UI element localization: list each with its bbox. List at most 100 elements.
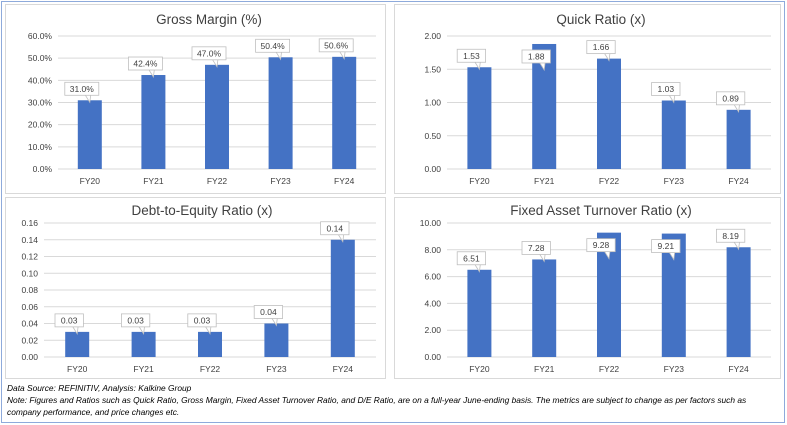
fixed-asset-turnover-data-label: 7.28 <box>521 241 551 263</box>
fixed-asset-turnover-x-tick-label: FY21 <box>534 364 555 374</box>
debt-to-equity-data-label-box <box>187 313 217 328</box>
fixed-asset-turnover-data-label: 6.51 <box>456 251 487 273</box>
quick-ratio-data-label: 0.89 <box>715 91 746 113</box>
debt-to-equity-data-label-box <box>253 305 283 319</box>
debt-to-equity-y-tick-label: 0.14 <box>21 235 38 245</box>
gross-margin-data-label-box <box>255 38 291 53</box>
gross-margin-bar <box>332 56 357 169</box>
quick-ratio-data-label-text: 1.66 <box>593 42 610 52</box>
fixed-asset-turnover-data-label-text: 6.51 <box>463 253 480 263</box>
debt-to-equity-data-label: 0.03 <box>54 313 84 336</box>
quick-ratio-data-label-text: 0.89 <box>722 93 739 103</box>
quick-ratio-data-label-text: 1.03 <box>658 84 675 94</box>
gross-margin-bar <box>205 64 229 169</box>
quick-ratio-y-tick-label: 1.50 <box>424 64 441 74</box>
debt-to-equity-chart-svg: Debt-to-Equity Ratio (x) 0.00 0.02 0.04 0.06… <box>21 203 376 374</box>
debt-to-equity-y-tick-label: 0.02 <box>21 335 38 345</box>
quick-ratio-x-tick-label: FY22 <box>599 176 620 186</box>
quick-ratio-bar <box>726 109 751 169</box>
quick-ratio-y-tick-label: 0.50 <box>424 131 441 141</box>
gross-margin-y-tick-label: 30.0% <box>28 98 53 108</box>
fixed-asset-turnover-chart-svg: Fixed Asset Turnover Ratio (x) 0.00 2.00 4.… <box>420 203 771 374</box>
quick-ratio-data-label-text: 1.53 <box>463 51 480 61</box>
quick-ratio-y-tick-label: 1.00 <box>424 98 441 108</box>
gross-margin-data-label-text: 47.0% <box>197 48 222 58</box>
fixed-asset-turnover-y-tick-label: 4.00 <box>424 298 441 308</box>
fixed-asset-turnover-title: Fixed Asset Turnover Ratio (x) <box>510 203 692 218</box>
gross-margin-bar <box>77 100 102 169</box>
fixed-asset-turnover-data-label-text: 9.28 <box>593 240 610 250</box>
fixed-asset-turnover-y-tick-label: 6.00 <box>424 272 441 282</box>
quick-ratio-bar <box>661 100 686 169</box>
debt-to-equity-y-tick-label: 0.12 <box>21 252 38 262</box>
fixed-asset-turnover-x-tick-label: FY22 <box>599 364 620 374</box>
debt-to-equity-y-tick-label: 0.08 <box>21 285 38 295</box>
fixed-asset-turnover-y-tick-label: 2.00 <box>424 325 441 335</box>
fixed-asset-turnover-y-tick-label: 10.00 <box>420 218 442 228</box>
quick-ratio-bar <box>467 67 492 169</box>
quick-ratio-data-label: 1.03 <box>651 82 681 104</box>
quick-ratio-x-tick-label: FY20 <box>469 176 490 186</box>
quick-ratio-data-label-text: 1.88 <box>528 51 545 61</box>
gross-margin-data-label-box <box>128 56 163 71</box>
fixed-asset-turnover-data-label-box <box>586 238 616 253</box>
fixed-asset-turnover-x-tick-label: FY20 <box>469 364 490 374</box>
footnotes: Data Source: REFINITIV, Analysis: Kalkin… <box>7 382 782 418</box>
quick-ratio-data-label-box <box>456 48 487 63</box>
data-source-note: Data Source: REFINITIV, Analysis: Kalkin… <box>7 383 192 393</box>
gross-margin-y-tick-label: 40.0% <box>28 75 53 85</box>
gross-margin-data-label: 42.4% <box>128 56 163 79</box>
gross-margin-data-label-text: 42.4% <box>133 59 158 69</box>
debt-to-equity-data-label: 0.03 <box>187 313 217 336</box>
fixed-asset-turnover-data-label: 9.28 <box>586 238 616 260</box>
quick-ratio-data-label: 1.66 <box>586 40 616 62</box>
debt-to-equity-x-tick-label: FY22 <box>200 364 221 374</box>
fixed-asset-turnover-data-label-text: 8.19 <box>722 231 739 241</box>
gross-margin-chart-svg: Gross Margin (%) 0.0% 10.0% 20.0% 30.0% 40.0%… <box>28 12 376 186</box>
quick-ratio-data-label-box <box>521 49 551 64</box>
quick-ratio-x-tick-label: FY23 <box>664 176 685 186</box>
debt-to-equity-y-tick-label: 0.00 <box>21 352 38 362</box>
debt-to-equity-data-label-box <box>320 221 350 236</box>
fixed-asset-turnover-y-tick-label: 8.00 <box>424 245 441 255</box>
debt-to-equity-data-label: 0.04 <box>253 305 283 327</box>
gross-margin-data-label-box <box>191 46 227 61</box>
gross-margin-data-label: 31.0% <box>64 81 100 104</box>
gross-margin-x-tick-label: FY22 <box>207 176 228 186</box>
gross-margin-x-tick-label: FY24 <box>334 176 355 186</box>
debt-to-equity-data-label: 0.03 <box>121 313 151 336</box>
gross-margin-y-tick-label: 20.0% <box>28 120 53 130</box>
debt-to-equity-chart: Debt-to-Equity Ratio (x) 0.00 0.02 0.04 0.06… <box>5 197 386 379</box>
quick-ratio-data-label-box <box>715 91 746 106</box>
quick-ratio-x-tick-label: FY21 <box>534 176 555 186</box>
fixed-asset-turnover-data-label-text: 7.28 <box>528 243 545 253</box>
debt-to-equity-y-tick-label: 0.16 <box>21 218 38 228</box>
gross-margin-data-label: 50.6% <box>318 38 354 61</box>
debt-to-equity-bar <box>65 331 90 357</box>
gross-margin-data-label: 47.0% <box>191 46 227 68</box>
gross-margin-bar <box>268 57 293 169</box>
fixed-asset-turnover-data-label-box <box>456 251 487 266</box>
gross-margin-title: Gross Margin (%) <box>156 12 262 27</box>
debt-to-equity-data-label: 0.14 <box>320 221 350 243</box>
debt-to-equity-x-tick-label: FY24 <box>333 364 354 374</box>
gross-margin-chart: Gross Margin (%) 0.0% 10.0% 20.0% 30.0% 40.0%… <box>5 4 386 194</box>
debt-to-equity-bar <box>198 331 222 357</box>
debt-to-equity-data-label-text: 0.03 <box>194 315 211 325</box>
debt-to-equity-x-tick-label: FY23 <box>266 364 287 374</box>
debt-to-equity-bar <box>264 323 289 357</box>
gross-margin-x-tick-label: FY21 <box>143 176 164 186</box>
fixed-asset-turnover-data-label: 9.21 <box>651 239 681 261</box>
gross-margin-x-tick-label: FY23 <box>270 176 291 186</box>
gross-margin-y-tick-label: 60.0% <box>28 31 53 41</box>
fixed-asset-turnover-data-label-text: 9.21 <box>658 241 675 251</box>
gross-margin-bar <box>141 75 166 169</box>
fixed-asset-turnover-bar <box>532 259 557 357</box>
debt-to-equity-bar <box>131 331 156 357</box>
quick-ratio-y-tick-label: 2.00 <box>424 31 441 41</box>
debt-to-equity-data-label-text: 0.14 <box>327 223 344 233</box>
gross-margin-data-label-text: 31.0% <box>70 84 95 94</box>
gross-margin-data-label-box <box>64 81 100 96</box>
quick-ratio-data-label-box <box>586 40 616 55</box>
